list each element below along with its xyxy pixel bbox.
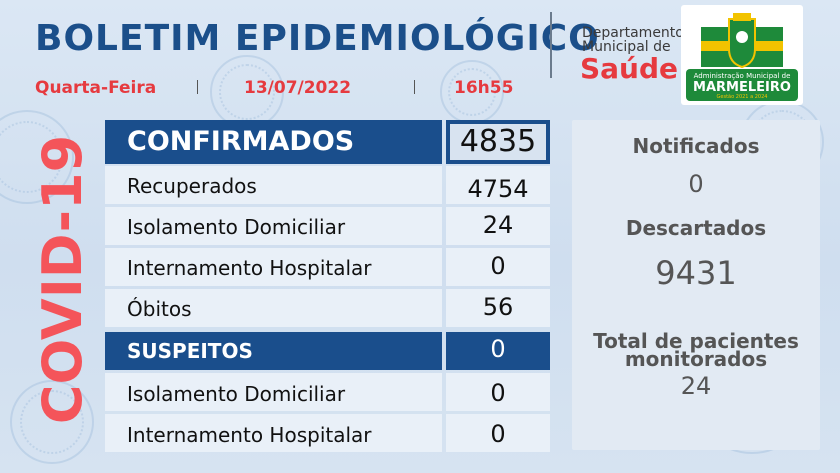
table-row: Isolamento Domiciliar 0 bbox=[105, 373, 550, 411]
page-title: BOLETIM EPIDEMIOLÓGICO bbox=[35, 18, 600, 59]
covid-label-text: COVID-19 bbox=[31, 134, 95, 424]
table-row: Internamento Hospitalar 0 bbox=[105, 248, 550, 286]
suspeitos-isolamento-value: 0 bbox=[490, 379, 506, 407]
summary-panel bbox=[572, 120, 820, 450]
logo-text-main: MARMELEIRO bbox=[693, 80, 791, 95]
header-divider bbox=[550, 12, 552, 78]
suspeitos-isolamento-label: Isolamento Domiciliar bbox=[127, 382, 346, 406]
isolamento-value: 24 bbox=[482, 211, 514, 239]
internamento-value: 0 bbox=[490, 252, 506, 280]
coat-of-arms-icon bbox=[686, 13, 798, 101]
weekday-label: Quarta-Feira bbox=[35, 78, 157, 98]
department-line-2: Municipal de bbox=[582, 39, 671, 55]
internamento-label: Internamento Hospitalar bbox=[127, 256, 372, 280]
table-row: Internamento Hospitalar 0 bbox=[105, 414, 550, 452]
obitos-label: Óbitos bbox=[127, 297, 192, 321]
date-label: 13/07/2022 bbox=[244, 78, 352, 98]
descartados-label: Descartados bbox=[625, 216, 767, 240]
monitorados-label-1: Total de pacientes bbox=[593, 329, 799, 353]
descartados-value: 9431 bbox=[655, 254, 737, 292]
confirmados-label: CONFIRMADOS bbox=[127, 126, 355, 157]
suspeitos-internamento-label: Internamento Hospitalar bbox=[127, 423, 372, 447]
recuperados-value: 4754 bbox=[467, 175, 529, 203]
suspeitos-internamento-value: 0 bbox=[490, 420, 506, 448]
notificados-value: 0 bbox=[688, 170, 704, 198]
header-separator bbox=[197, 80, 198, 94]
recuperados-label: Recuperados bbox=[127, 174, 257, 198]
department-name: Saúde bbox=[580, 52, 679, 85]
covid-side-label: COVID-19 bbox=[8, 134, 118, 423]
logo-text-top: Administração Municipal de bbox=[693, 72, 791, 80]
virus-decoration bbox=[10, 380, 94, 464]
obitos-value: 56 bbox=[482, 293, 514, 321]
logo-text-bottom: Gestão 2021 a 2024 bbox=[716, 94, 768, 100]
table-row: Recuperados 4754 bbox=[105, 166, 550, 204]
monitorados-label-2: monitorados bbox=[624, 347, 768, 371]
header-separator bbox=[414, 80, 415, 94]
table-row: Isolamento Domiciliar 24 bbox=[105, 207, 550, 245]
suspeitos-value: 0 bbox=[490, 335, 506, 363]
suspeitos-label: SUSPEITOS bbox=[127, 339, 253, 363]
table-row: Óbitos 56 bbox=[105, 289, 550, 327]
suspeitos-row: SUSPEITOS 0 bbox=[105, 332, 550, 370]
notificados-label: Notificados bbox=[632, 134, 760, 158]
time-label: 16h55 bbox=[454, 78, 514, 98]
department-line-1: Departamento bbox=[582, 25, 684, 41]
isolamento-label: Isolamento Domiciliar bbox=[127, 215, 346, 239]
monitorados-value: 24 bbox=[680, 372, 712, 400]
municipality-logo: Administração Municipal de MARMELEIRO Ge… bbox=[681, 5, 803, 105]
confirmados-value: 4835 bbox=[450, 124, 546, 160]
confirmados-row: CONFIRMADOS 4835 bbox=[105, 120, 550, 164]
